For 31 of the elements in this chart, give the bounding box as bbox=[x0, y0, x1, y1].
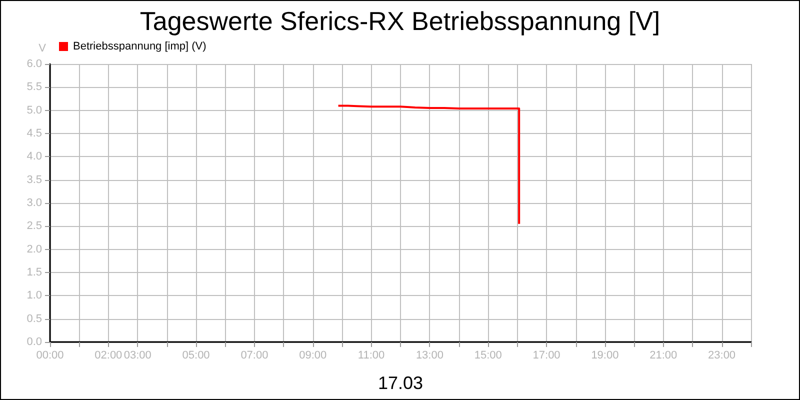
x-tick-label: 17:00 bbox=[532, 350, 560, 362]
x-tick-label: 03:00 bbox=[124, 350, 152, 362]
y-tick-label: 2.0 bbox=[26, 243, 42, 256]
x-tick-label: 19:00 bbox=[591, 350, 619, 362]
x-tick-label: 11:00 bbox=[358, 350, 385, 362]
y-axis-title: V bbox=[38, 42, 47, 54]
y-tick-label: 5.0 bbox=[26, 104, 42, 116]
y-tick-label: 0.5 bbox=[26, 312, 42, 325]
y-tick-label: 3.0 bbox=[26, 197, 42, 209]
x-tick-label: 21:00 bbox=[650, 350, 678, 362]
chart-title: Tageswerte Sferics-RX Betriebsspannung [V] bbox=[140, 6, 660, 36]
legend-label: Betriebsspannung [imp] (V) bbox=[73, 40, 206, 52]
y-tick-label: 3.5 bbox=[26, 174, 42, 186]
x-tick-label: 23:00 bbox=[708, 350, 736, 362]
y-tick-label: 6.0 bbox=[26, 58, 42, 70]
y-tick-label: 4.5 bbox=[26, 128, 42, 140]
x-tick-label: 00:00 bbox=[36, 350, 64, 362]
y-tick-label: 0.0 bbox=[26, 336, 42, 348]
x-tick-label: 13:00 bbox=[416, 350, 444, 362]
x-tick-label: 09:00 bbox=[299, 350, 327, 362]
y-tick-label: 2.5 bbox=[26, 220, 42, 232]
x-tick-label: 07:00 bbox=[240, 350, 268, 362]
x-tick-label: 15:00 bbox=[474, 350, 502, 362]
y-tick-label: 1.0 bbox=[26, 290, 42, 302]
x-tick-label: 02:00 bbox=[94, 350, 122, 362]
y-tick-label: 4.0 bbox=[26, 150, 42, 163]
y-tick-label: 1.5 bbox=[26, 266, 42, 278]
line-series bbox=[337, 104, 520, 225]
y-tick-label: 5.5 bbox=[26, 81, 42, 94]
x-tick-label: 05:00 bbox=[182, 350, 210, 362]
x-axis-title: 17.03 bbox=[378, 373, 424, 393]
